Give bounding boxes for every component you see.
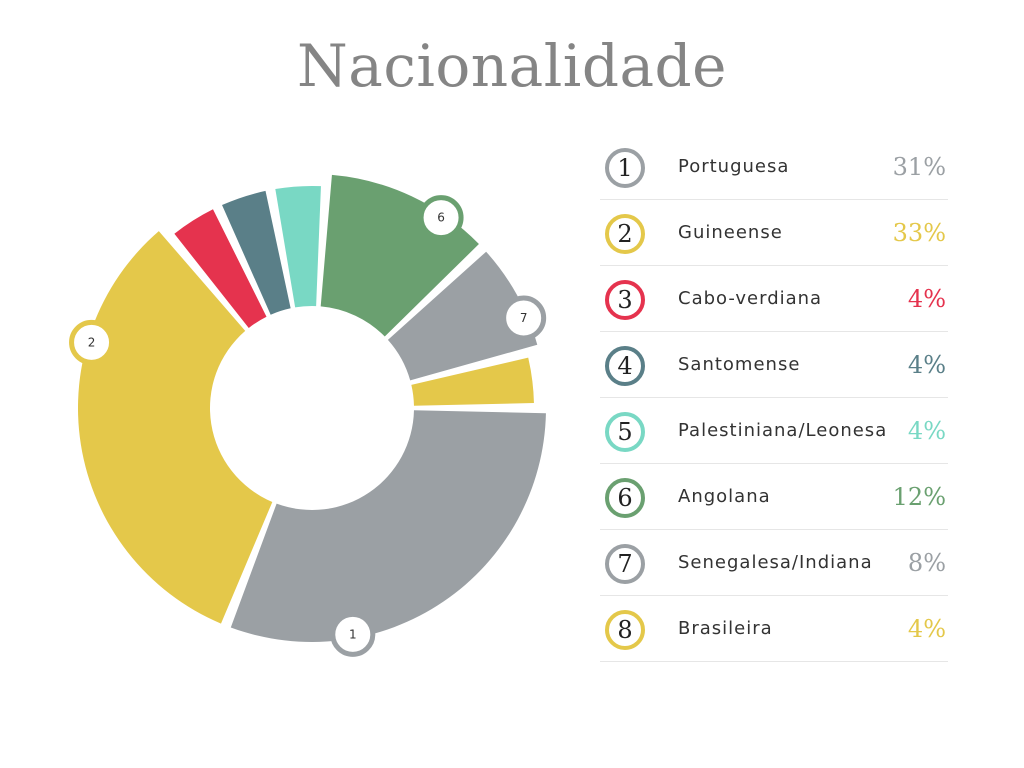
legend-value: 33% <box>892 219 946 247</box>
legend-label: Angolana <box>678 486 771 507</box>
legend-label: Portuguesa <box>678 156 790 177</box>
legend-value: 4% <box>907 615 946 643</box>
slice-marker-7 <box>501 295 547 341</box>
legend-label: Cabo-verdiana <box>678 288 823 309</box>
legend-item: 1 Portuguesa 31% <box>600 134 948 200</box>
donut-slice-8 <box>411 357 534 406</box>
legend-item: 8 Brasileira 4% <box>600 596 948 662</box>
donut-slice-5 <box>275 186 321 308</box>
chart-title: Nacionalidade <box>297 32 727 100</box>
legend-item: 5 Palestiniana/Leonesa 4% <box>600 398 948 464</box>
legend-number-badge: 8 <box>605 610 645 650</box>
slice-marker-label-6: 6 <box>437 211 445 225</box>
slice-marker-label-1: 1 <box>349 627 357 641</box>
slice-marker-label-7: 7 <box>520 311 528 325</box>
legend-value: 31% <box>892 153 946 181</box>
legend-number-badge: 6 <box>605 478 645 518</box>
slice-marker-1 <box>330 611 376 657</box>
legend-item: 6 Angolana 12% <box>600 464 948 530</box>
legend-value: 4% <box>907 351 946 379</box>
legend-label: Guineense <box>678 222 783 243</box>
legend-number-badge: 2 <box>605 214 645 254</box>
donut-slice-1 <box>230 410 546 642</box>
legend-number-badge: 1 <box>605 148 645 188</box>
donut-slice-4 <box>222 190 291 315</box>
legend-item: 7 Senegalesa/Indiana 8% <box>600 530 948 596</box>
legend-number-badge: 7 <box>605 544 645 584</box>
slice-marker-6 <box>418 195 464 241</box>
legend-number-badge: 3 <box>605 280 645 320</box>
legend-item: 2 Guineense 33% <box>600 200 948 266</box>
legend-label: Palestiniana/Leonesa <box>678 420 888 441</box>
legend-value: 8% <box>907 549 946 577</box>
legend-number-badge: 4 <box>605 346 645 386</box>
donut-slice-2 <box>77 231 273 624</box>
donut-slice-3 <box>174 209 267 328</box>
legend-label: Brasileira <box>678 618 773 639</box>
chart-legend: 1 Portuguesa 31% 2 Guineense 33% 3 Cabo-verdian… <box>600 134 948 662</box>
donut-chart: 1 2 6 7 <box>69 174 547 657</box>
legend-number-badge: 5 <box>605 412 645 452</box>
legend-value: 4% <box>907 285 946 313</box>
legend-value: 12% <box>892 483 946 511</box>
legend-item: 4 Santomense 4% <box>600 332 948 398</box>
legend-label: Senegalesa/Indiana <box>678 552 873 573</box>
slice-marker-2 <box>69 319 115 365</box>
slice-marker-label-2: 2 <box>88 335 96 349</box>
legend-label: Santomense <box>678 354 801 375</box>
legend-value: 4% <box>907 417 946 445</box>
legend-item: 3 Cabo-verdiana 4% <box>600 266 948 332</box>
donut-slice-7 <box>387 251 538 381</box>
